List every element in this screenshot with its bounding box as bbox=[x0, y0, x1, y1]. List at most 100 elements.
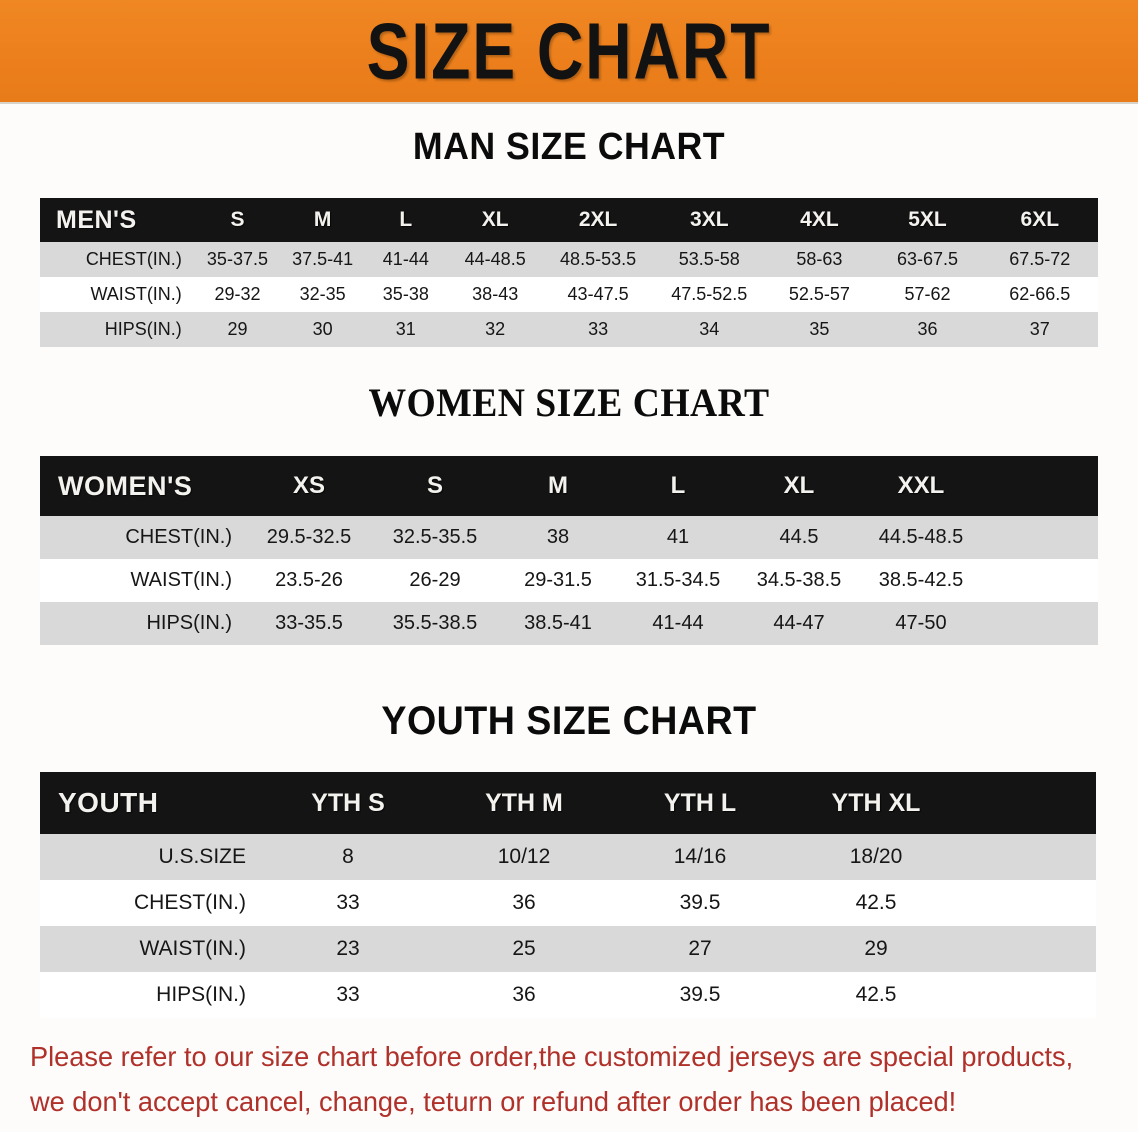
women-cell: 26-29 bbox=[409, 569, 461, 591]
women-col-header: M bbox=[548, 472, 568, 499]
youth-cell: 33 bbox=[336, 891, 360, 914]
men-col-header: 4XL bbox=[800, 208, 839, 231]
youth-row-label: U.S.SIZE bbox=[158, 845, 246, 868]
women-cell: 32.5-35.5 bbox=[392, 526, 478, 548]
men-row-label: CHEST(IN.) bbox=[85, 249, 182, 269]
men-cell: 35-37.5 bbox=[206, 249, 268, 269]
women-header-row: WOMEN'S XS S M L XL XXL bbox=[40, 456, 1098, 516]
table-row: WAIST(IN.) 29-32 32-35 35-38 38-43 43-47… bbox=[40, 277, 1098, 312]
men-cell: 57-62 bbox=[904, 284, 951, 304]
men-cell: 36 bbox=[917, 319, 938, 339]
table-row: WAIST(IN.) 23.5-26 26-29 29-31.5 31.5-34… bbox=[40, 559, 1098, 602]
women-section-title: WOMEN SIZE CHART bbox=[368, 380, 770, 425]
youth-cell: 27 bbox=[688, 937, 712, 960]
youth-size-table: YOUTH YTH S YTH M YTH L YTH XL U.S.SIZE … bbox=[40, 772, 1096, 1018]
youth-cell: 29 bbox=[864, 937, 888, 960]
youth-row-label: HIPS(IN.) bbox=[156, 983, 246, 1006]
men-col-header: S bbox=[230, 208, 245, 231]
men-col-header: L bbox=[399, 208, 413, 231]
men-cell: 47.5-52.5 bbox=[671, 284, 748, 304]
footer-line-1: Please refer to our size chart before or… bbox=[30, 1041, 1074, 1072]
youth-cell: 23 bbox=[336, 937, 360, 960]
women-cell: 38 bbox=[546, 526, 570, 548]
men-cell: 63-67.5 bbox=[896, 249, 959, 269]
men-corner-label: MEN'S bbox=[56, 205, 137, 234]
women-cell: 34.5-38.5 bbox=[756, 569, 842, 591]
women-corner-label: WOMEN'S bbox=[58, 470, 193, 501]
men-col-header: 5XL bbox=[908, 208, 947, 231]
youth-cell: 33 bbox=[336, 983, 360, 1006]
men-cell: 52.5-57 bbox=[788, 284, 850, 304]
men-cell: 44-48.5 bbox=[464, 249, 526, 269]
women-cell: 31.5-34.5 bbox=[635, 569, 721, 591]
youth-col-header: YTH L bbox=[663, 788, 737, 817]
men-col-header: XL bbox=[481, 208, 509, 231]
table-row: CHEST(IN.) 29.5-32.5 32.5-35.5 38 41 44.… bbox=[40, 516, 1098, 559]
women-col-header: L bbox=[670, 472, 686, 499]
youth-cell: 42.5 bbox=[855, 983, 897, 1006]
men-cell: 33 bbox=[588, 319, 609, 339]
youth-section-title: YOUTH SIZE CHART bbox=[381, 699, 757, 743]
women-size-table: WOMEN'S XS S M L XL XXL CHEST(IN.) 29.5-… bbox=[40, 456, 1098, 645]
men-cell: 35 bbox=[809, 319, 830, 339]
men-cell: 29-32 bbox=[214, 284, 261, 304]
women-cell: 47-50 bbox=[895, 612, 947, 634]
women-cell: 41-44 bbox=[652, 612, 704, 634]
youth-cell: 39.5 bbox=[679, 983, 721, 1006]
page-title: SIZE CHART bbox=[366, 6, 772, 96]
youth-col-header: YTH S bbox=[311, 788, 385, 817]
women-cell-empty bbox=[982, 516, 1098, 559]
men-cell: 41-44 bbox=[382, 249, 429, 269]
women-cell: 33-35.5 bbox=[275, 612, 343, 634]
men-cell: 29 bbox=[227, 319, 248, 339]
men-cell: 53.5-58 bbox=[678, 249, 740, 269]
men-cell: 35-38 bbox=[382, 284, 429, 304]
women-col-header: XL bbox=[783, 472, 815, 499]
women-cell: 29.5-32.5 bbox=[266, 526, 352, 548]
footer-line-2: we don't accept cancel, change, teturn o… bbox=[30, 1086, 957, 1117]
women-cell-empty bbox=[982, 559, 1098, 602]
table-row: CHEST(IN.) 33 36 39.5 42.5 bbox=[40, 880, 1096, 926]
table-row: WAIST(IN.) 23 25 27 29 bbox=[40, 926, 1096, 972]
table-row: HIPS(IN.) 33-35.5 35.5-38.5 38.5-41 41-4… bbox=[40, 602, 1098, 645]
women-col-header: XS bbox=[292, 472, 325, 499]
women-row-label: WAIST(IN.) bbox=[130, 569, 232, 591]
youth-cell: 25 bbox=[512, 937, 536, 960]
youth-row-label: WAIST(IN.) bbox=[139, 937, 246, 960]
youth-cell: 18/20 bbox=[849, 845, 903, 868]
men-row-label: WAIST(IN.) bbox=[90, 284, 182, 304]
table-row: U.S.SIZE 8 10/12 14/16 18/20 bbox=[40, 834, 1096, 880]
table-row: HIPS(IN.) 33 36 39.5 42.5 bbox=[40, 972, 1096, 1018]
youth-row-label: CHEST(IN.) bbox=[134, 891, 246, 914]
men-cell: 48.5-53.5 bbox=[560, 249, 637, 269]
men-col-header: 6XL bbox=[1020, 208, 1060, 231]
men-header-row: MEN'S S M L XL 2XL 3XL 4XL 5XL 6XL bbox=[40, 198, 1098, 242]
men-cell: 30 bbox=[312, 319, 333, 339]
women-cell: 29-31.5 bbox=[524, 569, 592, 591]
men-cell: 67.5-72 bbox=[1009, 249, 1071, 269]
youth-cell: 14/16 bbox=[673, 845, 727, 868]
men-cell: 31 bbox=[395, 319, 416, 339]
youth-cell: 36 bbox=[512, 983, 536, 1006]
women-row-label: CHEST(IN.) bbox=[125, 526, 232, 548]
youth-cell-empty bbox=[964, 972, 1096, 1018]
table-row: CHEST(IN.) 35-37.5 37.5-41 41-44 44-48.5… bbox=[40, 242, 1098, 277]
youth-cell-empty bbox=[964, 834, 1096, 880]
man-section-title: MAN SIZE CHART bbox=[412, 126, 726, 168]
page-banner: SIZE CHART bbox=[0, 0, 1138, 104]
youth-cell: 42.5 bbox=[855, 891, 897, 914]
men-cell: 32-35 bbox=[299, 284, 346, 304]
youth-cell: 10/12 bbox=[497, 845, 551, 868]
men-size-table: MEN'S S M L XL 2XL 3XL 4XL 5XL 6XL CHEST… bbox=[40, 198, 1098, 347]
men-cell: 38-43 bbox=[472, 284, 519, 304]
men-cell: 37 bbox=[1029, 319, 1050, 339]
women-cell: 35.5-38.5 bbox=[392, 612, 478, 634]
women-cell: 44.5-48.5 bbox=[878, 526, 964, 548]
men-cell: 43-47.5 bbox=[567, 284, 629, 304]
youth-col-header-empty bbox=[964, 772, 1096, 834]
women-cell: 38.5-42.5 bbox=[878, 569, 964, 591]
table-row: HIPS(IN.) 29 30 31 32 33 34 35 36 37 bbox=[40, 312, 1098, 347]
youth-header-row: YOUTH YTH S YTH M YTH L YTH XL bbox=[40, 772, 1096, 834]
youth-cell-empty bbox=[964, 880, 1096, 926]
